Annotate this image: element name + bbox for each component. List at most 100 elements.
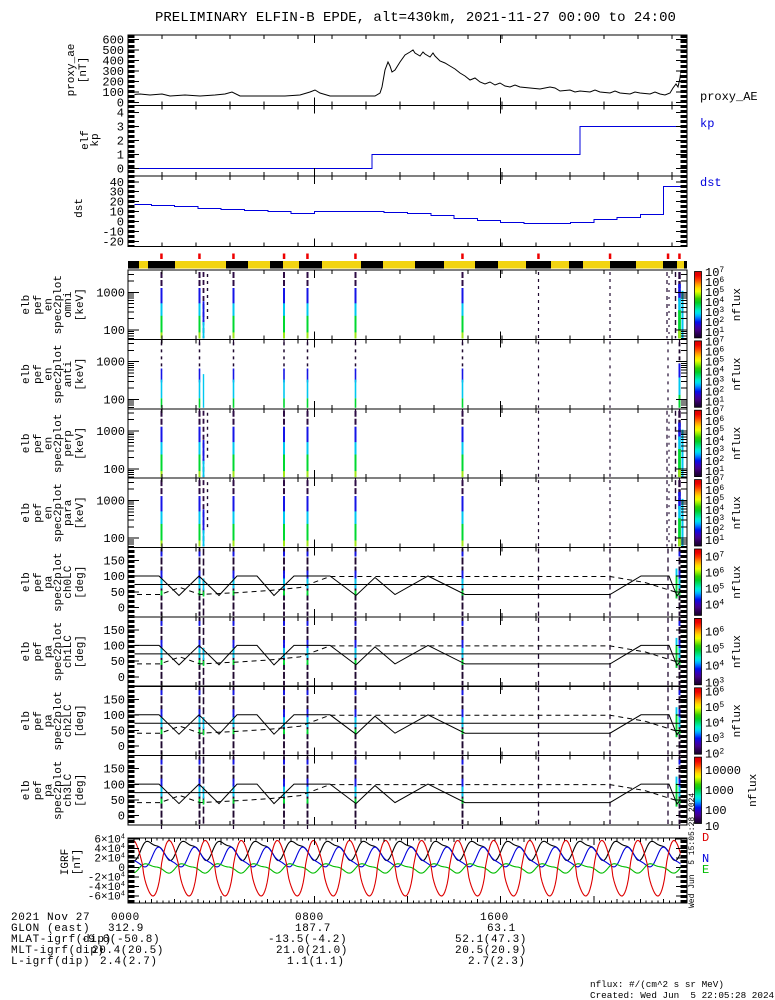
svg-text:100: 100 [103,640,125,654]
svg-text:0: 0 [118,740,125,754]
svg-text:-4×104: -4×104 [88,881,125,894]
svg-text:100: 100 [705,804,727,818]
svg-text:D: D [702,831,709,845]
svg-text:40: 40 [110,176,124,190]
svg-text:pef: pef [33,711,45,731]
svg-text:pef: pef [33,780,45,800]
svg-text:1: 1 [117,149,124,163]
svg-text:0000: 0000 [111,912,140,924]
svg-text:600: 600 [102,34,124,48]
svg-text:0800: 0800 [295,912,324,924]
svg-text:100: 100 [103,778,125,792]
svg-text:100: 100 [103,570,125,584]
svg-text:kp: kp [90,133,102,146]
svg-text:ch0LC: ch0LC [63,565,75,598]
svg-text:E: E [702,863,709,877]
svg-text:nflux: nflux [732,288,744,321]
svg-text:nflux: nflux [732,357,744,390]
svg-text:[keV]: [keV] [75,427,87,460]
svg-text:spec2plot: spec2plot [53,344,65,403]
svg-text:pef: pef [33,433,45,453]
svg-text:elb: elb [21,780,33,800]
svg-text:GLON (east): GLON (east) [11,923,90,935]
svg-text:0: 0 [118,601,125,615]
svg-text:pef: pef [33,642,45,662]
svg-text:100: 100 [103,463,125,477]
svg-text:20.4(20.5): 20.4(20.5) [92,945,164,957]
svg-text:312.9: 312.9 [108,923,144,935]
svg-text:proxy_AE: proxy_AE [700,90,758,104]
svg-text:pef: pef [33,572,45,592]
svg-text:elf: elf [80,130,92,150]
svg-text:spec2plot: spec2plot [53,691,65,750]
svg-text:[deg]: [deg] [75,635,87,668]
svg-text:2×104: 2×104 [94,852,125,865]
svg-text:[nT]: [nT] [78,57,90,83]
svg-text:Wed Jun 5 15:05:28 2024: Wed Jun 5 15:05:28 2024 [688,793,697,908]
svg-text:50: 50 [111,586,125,600]
svg-text:[deg]: [deg] [75,774,87,807]
svg-text:150: 150 [103,693,125,707]
svg-text:1000: 1000 [96,356,125,370]
svg-text:21.0(21.0): 21.0(21.0) [276,945,348,957]
svg-text:2.7(2.3): 2.7(2.3) [468,956,526,968]
svg-text:elb: elb [21,295,33,315]
svg-text:[keV]: [keV] [75,358,87,391]
svg-text:en: en [44,437,56,450]
svg-text:IGRF: IGRF [60,849,72,875]
svg-text:-13.5(-4.2): -13.5(-4.2) [268,934,347,946]
svg-text:kp: kp [700,117,714,131]
svg-text:10: 10 [705,820,719,834]
svg-text:[keV]: [keV] [75,288,87,321]
svg-text:0: 0 [118,863,125,875]
svg-text:pa: pa [44,783,56,797]
svg-text:10000: 10000 [705,764,741,778]
svg-text:30: 30 [110,186,124,200]
svg-text:[nT]: [nT] [72,849,84,875]
svg-text:omni: omni [63,291,75,318]
svg-text:1000: 1000 [705,784,734,798]
svg-text:2: 2 [117,135,124,149]
svg-text:nflux: nflux [732,635,744,668]
svg-text:MLT-igrf(dip): MLT-igrf(dip) [11,945,105,957]
svg-text:PRELIMINARY ELFIN-B EPDE, alt=: PRELIMINARY ELFIN-B EPDE, alt=430km, 202… [155,10,676,26]
svg-text:proxy_ae: proxy_ae [66,44,78,97]
svg-text:pa: pa [44,714,56,728]
svg-text:spec2plot: spec2plot [53,761,65,820]
svg-text:0: 0 [117,216,124,230]
svg-text:100: 100 [103,532,125,546]
svg-text:0: 0 [117,97,124,111]
svg-text:1000: 1000 [96,494,125,508]
svg-text:pef: pef [33,295,45,315]
svg-text:pa: pa [44,575,56,589]
svg-text:50: 50 [111,725,125,739]
svg-text:-6×104: -6×104 [88,890,125,903]
svg-text:ch1LC: ch1LC [63,635,75,668]
svg-text:63.1: 63.1 [487,923,516,935]
svg-text:500: 500 [102,44,124,58]
svg-text:-20: -20 [102,235,124,249]
svg-text:3: 3 [117,121,124,135]
svg-text:10: 10 [110,206,124,220]
svg-text:6×104: 6×104 [94,833,125,846]
svg-text:1.1(1.1): 1.1(1.1) [287,956,345,968]
svg-text:0: 0 [118,810,125,824]
svg-text:nflux: #/(cm^2 s sr MeV): nflux: #/(cm^2 s sr MeV) [590,979,724,990]
svg-text:nflux: nflux [732,427,744,460]
svg-text:2.4(2.7): 2.4(2.7) [100,956,158,968]
svg-text:anti: anti [63,360,75,387]
svg-text:nflux: nflux [732,565,744,598]
svg-text:spec2plot: spec2plot [53,552,65,611]
svg-text:pa: pa [44,645,56,659]
svg-text:4×104: 4×104 [94,843,125,856]
svg-text:para: para [63,499,75,526]
svg-text:spec2plot: spec2plot [53,414,65,473]
svg-text:4: 4 [117,107,124,121]
svg-text:nflux: nflux [732,704,744,737]
svg-text:elb: elb [21,572,33,592]
svg-text:50: 50 [111,655,125,669]
svg-text:100: 100 [103,393,125,407]
svg-text:-10: -10 [102,226,124,240]
svg-text:N: N [702,852,709,866]
svg-text:-2×104: -2×104 [88,871,125,884]
